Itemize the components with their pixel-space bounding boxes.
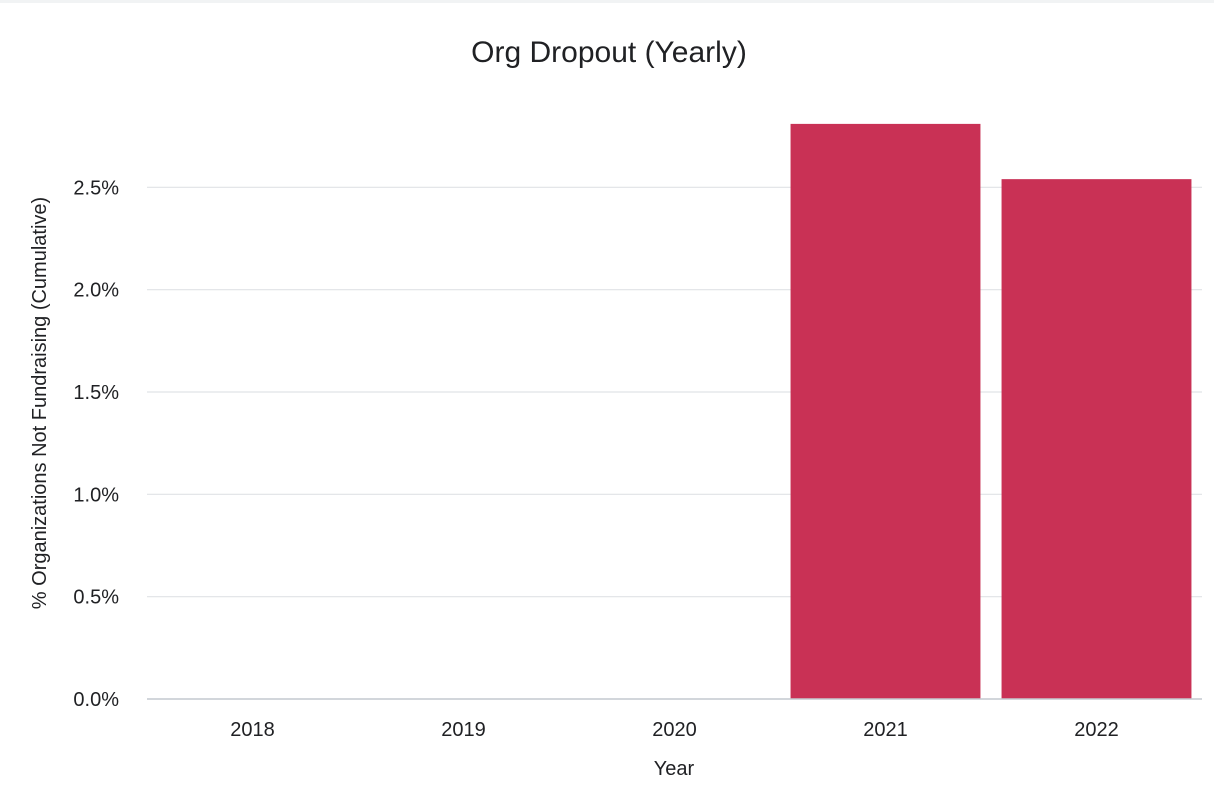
bar-2022[interactable] [1001, 179, 1192, 699]
y-axis-title: % Organizations Not Fundraising (Cumulat… [29, 197, 51, 609]
x-tick-label: 2019 [441, 719, 486, 741]
y-tick-label: 1.5% [73, 382, 119, 404]
y-tick-label: 2.5% [73, 177, 119, 199]
bar-2021[interactable] [790, 123, 981, 700]
x-axis-title: Year [654, 758, 695, 780]
y-tick-label: 0.0% [73, 689, 119, 711]
bar-chart: Org Dropout (Yearly) 0.0% 0.5% 1.0% 1.5% 2.0… [29, 36, 1202, 780]
x-tick-label: 2021 [863, 719, 908, 741]
y-axis-ticks: 0.0% 0.5% 1.0% 1.5% 2.0% 2.5% [73, 177, 119, 711]
x-tick-label: 2018 [230, 719, 275, 741]
x-tick-label: 2020 [652, 719, 697, 741]
x-axis-ticks: 2018 2019 2020 2021 2022 [230, 719, 1119, 741]
y-tick-label: 1.0% [73, 484, 119, 506]
chart-title: Org Dropout (Yearly) [471, 36, 747, 69]
x-tick-label: 2022 [1074, 719, 1119, 741]
bar-series [790, 123, 1192, 700]
y-tick-label: 0.5% [73, 587, 119, 609]
y-tick-label: 2.0% [73, 280, 119, 302]
